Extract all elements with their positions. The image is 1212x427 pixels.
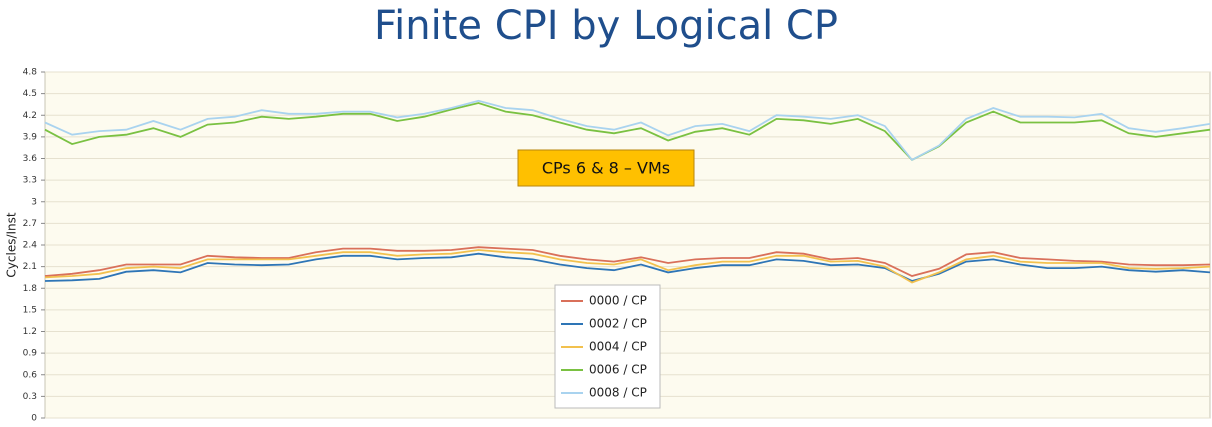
legend-label: 0006 / CP (589, 363, 647, 377)
annotation-text: CPs 6 & 8 – VMs (542, 159, 670, 178)
y-tick-label: 4.2 (23, 111, 37, 121)
annotation-box (517, 149, 695, 187)
y-tick-label: 3.9 (23, 132, 38, 142)
y-tick-label: 3.3 (23, 176, 37, 186)
series-line (44, 246, 1211, 277)
y-axis-label: Cycles/Inst (5, 212, 19, 277)
series-line (44, 99, 1211, 162)
chart-title: Finite CPI by Logical CP (374, 3, 838, 49)
y-tick-label: 4.5 (23, 89, 37, 99)
series-line (44, 249, 1211, 284)
y-tick-label: 0.6 (23, 370, 38, 380)
y-tick-label: 4.8 (23, 68, 38, 78)
annotation: CPs 6 & 8 – VMs (517, 149, 695, 187)
legend: 0000 / CP 0002 / CP 0004 / CP 0006 / CP 0008… (554, 284, 661, 409)
y-tick-label: 2.4 (23, 241, 38, 251)
legend-label: 0000 / CP (589, 294, 647, 308)
y-tick-label: 0 (31, 414, 37, 424)
y-tick-label: 0.9 (23, 349, 38, 359)
y-tick-label: 2.1 (23, 262, 37, 272)
y-tick-label: 3 (31, 197, 37, 207)
legend-label: 0002 / CP (589, 317, 647, 331)
legend-label: 0008 / CP (589, 386, 647, 400)
legend-label: 0004 / CP (589, 340, 647, 354)
y-tick-label: 1.2 (23, 327, 37, 337)
series-line (44, 102, 1211, 162)
y-tick-label: 3.6 (23, 154, 38, 164)
y-tick-label: 2.7 (23, 219, 37, 229)
y-tick-label: 0.3 (23, 392, 37, 402)
y-tick-label: 1.5 (23, 305, 37, 315)
y-tick-label: 1.8 (23, 284, 38, 294)
series-line (44, 252, 1211, 282)
